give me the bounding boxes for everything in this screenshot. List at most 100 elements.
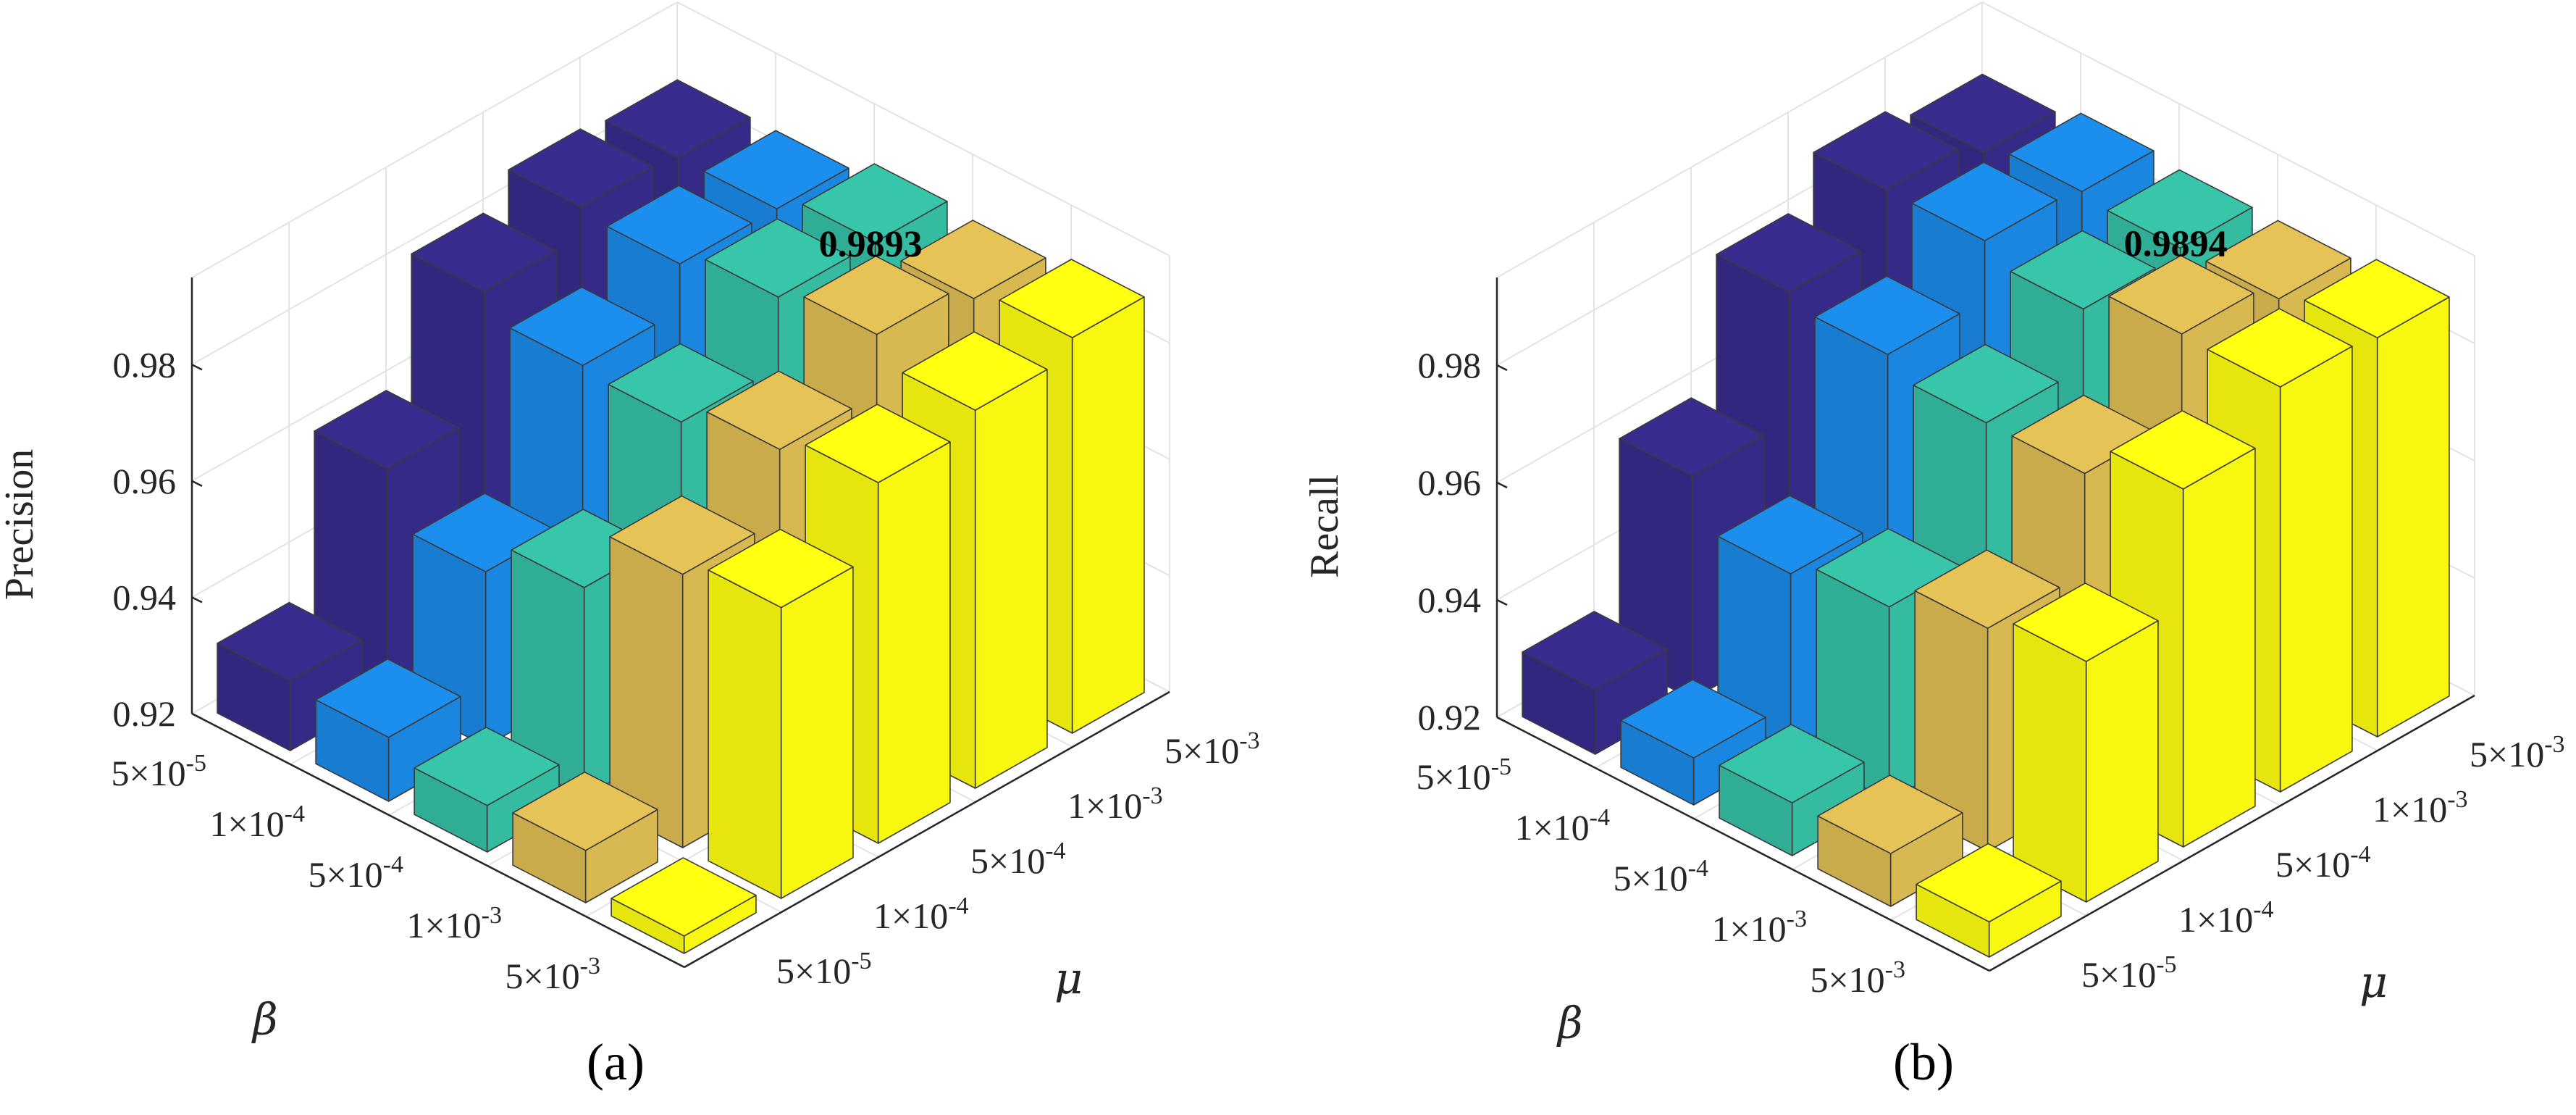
bar-face-top	[605, 79, 751, 159]
z-tick-label: 0.94	[1418, 580, 1482, 620]
bar-face-top	[1910, 73, 2056, 154]
mu-tick-label: 5×10-3	[1165, 727, 1260, 771]
beta-tick-label: 5×10-3	[1810, 956, 1905, 1000]
bar-face-top	[1911, 162, 2057, 242]
bar-face-right	[2279, 346, 2353, 793]
bar-face-left	[708, 569, 782, 899]
bar-face-top	[2304, 259, 2450, 339]
mu-tick-labels: 5×10-51×10-45×10-41×10-35×10-3	[776, 727, 1260, 991]
z-tick-label: 0.96	[1418, 462, 1482, 503]
bars	[217, 79, 1145, 954]
bar-face-top	[414, 726, 560, 806]
z-tick-label: 0.92	[113, 693, 177, 734]
bar-face-top	[1717, 495, 1863, 575]
panel-a-precision-chart: 0.920.940.960.98Precision5×10-51×10-45×1…	[0, 1, 1260, 1091]
bar-face-top	[1814, 275, 1960, 356]
bar-face-top	[902, 331, 1048, 412]
beta-tick-label: 5×10-5	[1416, 753, 1511, 797]
z-tick-label: 0.98	[1418, 345, 1482, 385]
bar-face-top	[802, 163, 948, 243]
bar-face-top	[1522, 611, 1668, 690]
beta-tick-label: 5×10-5	[111, 750, 206, 793]
mu-axis-line	[1989, 694, 2475, 972]
bar-face-top	[1817, 774, 1963, 854]
bar-face-top	[803, 255, 949, 335]
beta-tick-label: 1×10-3	[406, 902, 502, 945]
panel-label: (a)	[587, 1033, 645, 1091]
panel-label: (b)	[1893, 1033, 1954, 1091]
z-tick-mark	[1496, 716, 1508, 724]
bar-face-top	[706, 370, 852, 451]
bar-face-top	[1913, 343, 2059, 424]
bar-face-top	[1719, 724, 1865, 803]
bar-face-top	[512, 771, 658, 851]
bar-face-top	[1619, 397, 1765, 477]
bar-face-top	[2107, 169, 2253, 249]
bar-face-top	[999, 259, 1145, 338]
beta-tick-label: 1×10-3	[1711, 906, 1807, 949]
bar-face-right	[2085, 619, 2159, 903]
bar-beta3-mu1	[1719, 724, 1865, 856]
beta-tick-label: 5×10-4	[1613, 855, 1708, 898]
beta-axis-line	[191, 712, 685, 969]
z-tick-mark	[1496, 481, 1508, 489]
bar-face-right	[2376, 296, 2450, 738]
bar-face-top	[1914, 549, 2060, 630]
bar-beta2-mu1	[315, 658, 461, 802]
bar-beta1-mu1	[1522, 611, 1668, 755]
bar-beta5-mu1	[611, 857, 757, 954]
bar-face-top	[1716, 213, 1862, 293]
bar-face-top	[314, 390, 460, 469]
beta-tick-labels: 5×10-51×10-45×10-41×10-35×10-3	[1416, 753, 1905, 1000]
z-tick-label: 0.98	[113, 344, 177, 385]
bar-face-top	[2108, 254, 2254, 335]
z-tick-mark	[191, 364, 203, 371]
bar-face-right	[974, 369, 1048, 789]
bar-beta5-mu2	[708, 528, 854, 899]
mu-axis-label: μ	[1054, 953, 1083, 1004]
bar-beta5-mu2	[2013, 582, 2159, 903]
bars	[1522, 73, 2450, 958]
bar-face-top	[1916, 843, 2062, 923]
max-value-annotation: 0.9894	[2124, 223, 2228, 264]
bar-face-top	[608, 343, 754, 423]
bar-face-top	[1620, 679, 1766, 759]
bar-face-top	[411, 212, 557, 293]
z-axis-label: Precision	[0, 449, 42, 600]
mu-tick-label: 1×10-3	[1067, 782, 1163, 826]
bar-face-top	[708, 528, 854, 609]
z-tick-mark	[191, 596, 203, 604]
bar-face-top	[611, 857, 757, 937]
mu-tick-label: 1×10-3	[2372, 786, 2468, 830]
axis-lines	[190, 277, 1170, 969]
bar-face-right	[877, 441, 951, 844]
z-tick-mark	[1496, 598, 1508, 606]
mu-tick-label: 5×10-5	[2081, 951, 2177, 995]
bar-face-right	[2182, 447, 2256, 848]
bar-beta4-mu1	[1817, 774, 1963, 907]
z-tick-label: 0.96	[113, 461, 177, 501]
beta-axis-label: β	[251, 995, 278, 1045]
bar-face-left	[2013, 623, 2087, 903]
z-tick-label: 0.94	[113, 577, 177, 617]
mu-tick-labels: 5×10-51×10-45×10-41×10-35×10-3	[2081, 731, 2565, 995]
bar-face-top	[2013, 582, 2159, 662]
z-tick-mark	[191, 712, 203, 720]
z-tick-labels: 0.92 0.94 0.96 0.98	[1418, 345, 1508, 738]
bar-face-top	[900, 220, 1046, 299]
z-axis-label: Recall	[1302, 475, 1347, 578]
bar-beta4-mu1	[512, 771, 658, 903]
z-tick-label: 0.92	[1418, 697, 1482, 738]
bar-beta5-mu1	[1916, 843, 2062, 958]
bar-face-top	[315, 658, 461, 738]
bar-face-top	[217, 601, 363, 682]
bar-face-top	[2010, 230, 2156, 310]
beta-axis-line	[1496, 716, 1990, 972]
axis-lines	[1495, 277, 2475, 972]
mu-tick-label: 1×10-4	[873, 893, 969, 936]
z-tick-mark	[1496, 364, 1508, 372]
mu-tick-label: 5×10-4	[2275, 841, 2371, 885]
bar-face-top	[606, 185, 752, 265]
beta-tick-labels: 5×10-51×10-45×10-41×10-35×10-3	[111, 750, 600, 996]
